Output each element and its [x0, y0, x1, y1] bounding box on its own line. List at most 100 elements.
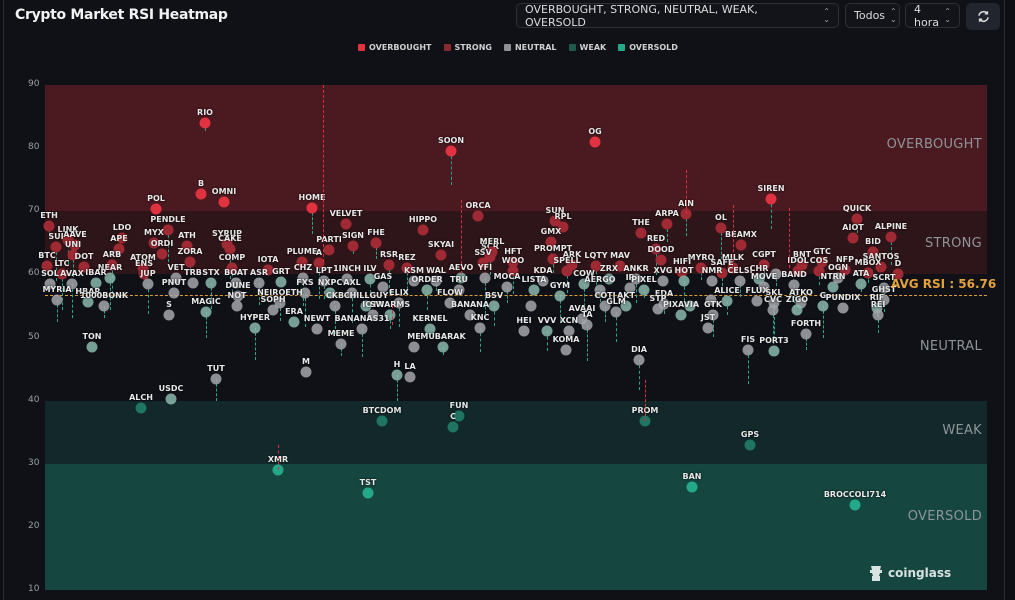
coin-point[interactable]: [528, 284, 540, 296]
coin-point[interactable]: [377, 281, 389, 293]
coin-point[interactable]: [770, 268, 782, 280]
coin-point[interactable]: [878, 282, 890, 294]
coin-point[interactable]: [318, 275, 330, 287]
coin-point[interactable]: [589, 136, 601, 148]
coin-point[interactable]: [150, 203, 162, 215]
coin-point[interactable]: [800, 328, 812, 340]
coin-point[interactable]: [765, 193, 777, 205]
coin-point[interactable]: [464, 309, 476, 321]
coin-point[interactable]: [474, 322, 486, 334]
coin-point[interactable]: [210, 373, 222, 385]
coin-point[interactable]: [872, 309, 884, 321]
coin-point[interactable]: [788, 279, 800, 291]
coin-point[interactable]: [163, 309, 175, 321]
coin-point[interactable]: [148, 237, 160, 249]
coin-point[interactable]: [445, 145, 457, 157]
coin-point[interactable]: [335, 338, 347, 350]
coin-point[interactable]: [362, 487, 374, 499]
coin-point[interactable]: [224, 243, 236, 255]
coin-point[interactable]: [170, 272, 182, 284]
coin-point[interactable]: [51, 294, 63, 306]
coin-point[interactable]: [875, 261, 887, 273]
refresh-button[interactable]: [966, 3, 1000, 30]
coin-point[interactable]: [792, 265, 804, 277]
coin-point[interactable]: [162, 224, 174, 236]
coin-point[interactable]: [695, 262, 707, 274]
coin-point[interactable]: [56, 268, 68, 280]
coin-point[interactable]: [138, 268, 150, 280]
coin-point[interactable]: [391, 369, 403, 381]
coin-point[interactable]: [184, 256, 196, 268]
coin-point[interactable]: [272, 464, 284, 476]
coin-point[interactable]: [165, 393, 177, 405]
coin-point[interactable]: [424, 323, 436, 335]
coin-point[interactable]: [566, 259, 578, 271]
coin-point[interactable]: [231, 300, 243, 312]
coin-point[interactable]: [707, 309, 719, 321]
coin-point[interactable]: [675, 309, 687, 321]
coin-point[interactable]: [678, 275, 690, 287]
coin-point[interactable]: [341, 273, 353, 285]
coin-point[interactable]: [630, 273, 642, 285]
coin-point[interactable]: [878, 294, 890, 306]
coin-point[interactable]: [758, 259, 770, 271]
coin-point[interactable]: [727, 262, 739, 274]
coin-point[interactable]: [557, 221, 569, 233]
coin-point[interactable]: [851, 213, 863, 225]
coin-point[interactable]: [444, 297, 456, 309]
coin-point[interactable]: [758, 281, 770, 293]
coin-point[interactable]: [447, 421, 459, 433]
coin-point[interactable]: [525, 300, 537, 312]
coin-point[interactable]: [104, 272, 116, 284]
coin-point[interactable]: [885, 231, 897, 242]
coin-point[interactable]: [635, 227, 647, 239]
legend-item-neutral[interactable]: NEUTRAL: [503, 43, 557, 52]
coin-point[interactable]: [796, 259, 808, 271]
coin-point[interactable]: [547, 253, 559, 265]
coin-point[interactable]: [67, 249, 79, 261]
coin-point[interactable]: [867, 246, 879, 258]
coin-point[interactable]: [62, 234, 74, 246]
coin-point[interactable]: [816, 256, 828, 268]
coin-point[interactable]: [742, 344, 754, 356]
legend-item-weak[interactable]: WEAK: [568, 43, 606, 52]
coin-point[interactable]: [401, 262, 413, 274]
coin-point[interactable]: [288, 316, 300, 328]
coin-point[interactable]: [421, 284, 433, 296]
coin-point[interactable]: [455, 272, 467, 284]
coin-point[interactable]: [311, 323, 323, 335]
legend-item-strong[interactable]: STRONG: [443, 43, 492, 52]
coin-point[interactable]: [253, 277, 265, 289]
coin-point[interactable]: [106, 259, 118, 271]
coin-point[interactable]: [90, 277, 102, 289]
coin-point[interactable]: [205, 277, 217, 289]
coin-point[interactable]: [69, 239, 81, 251]
coin-point[interactable]: [43, 220, 55, 232]
coin-point[interactable]: [652, 303, 664, 315]
coin-point[interactable]: [721, 295, 733, 307]
coin-point[interactable]: [578, 278, 590, 290]
coin-point[interactable]: [768, 345, 780, 357]
coin-point[interactable]: [638, 284, 650, 296]
coin-point[interactable]: [507, 265, 519, 277]
coin-point[interactable]: [839, 264, 851, 276]
coin-point[interactable]: [545, 236, 557, 248]
coin-point[interactable]: [795, 297, 807, 309]
coin-point[interactable]: [437, 341, 449, 353]
coin-point[interactable]: [862, 267, 874, 279]
coin-point[interactable]: [430, 275, 442, 287]
legend-item-overbought[interactable]: OVERBOUGHT: [358, 43, 432, 52]
coin-point[interactable]: [113, 243, 125, 255]
scope-select[interactable]: Todos ⌃ ⌄: [845, 3, 900, 28]
coin-point[interactable]: [560, 344, 572, 356]
coin-point[interactable]: [296, 256, 308, 268]
coin-point[interactable]: [791, 304, 803, 316]
coin-point[interactable]: [323, 244, 335, 256]
coin-point[interactable]: [827, 281, 839, 293]
coin-point[interactable]: [507, 256, 519, 268]
coin-point[interactable]: [620, 300, 632, 312]
coin-point[interactable]: [541, 325, 553, 337]
coin-point[interactable]: [249, 322, 261, 334]
coin-point[interactable]: [488, 300, 500, 312]
coin-point[interactable]: [232, 290, 244, 302]
